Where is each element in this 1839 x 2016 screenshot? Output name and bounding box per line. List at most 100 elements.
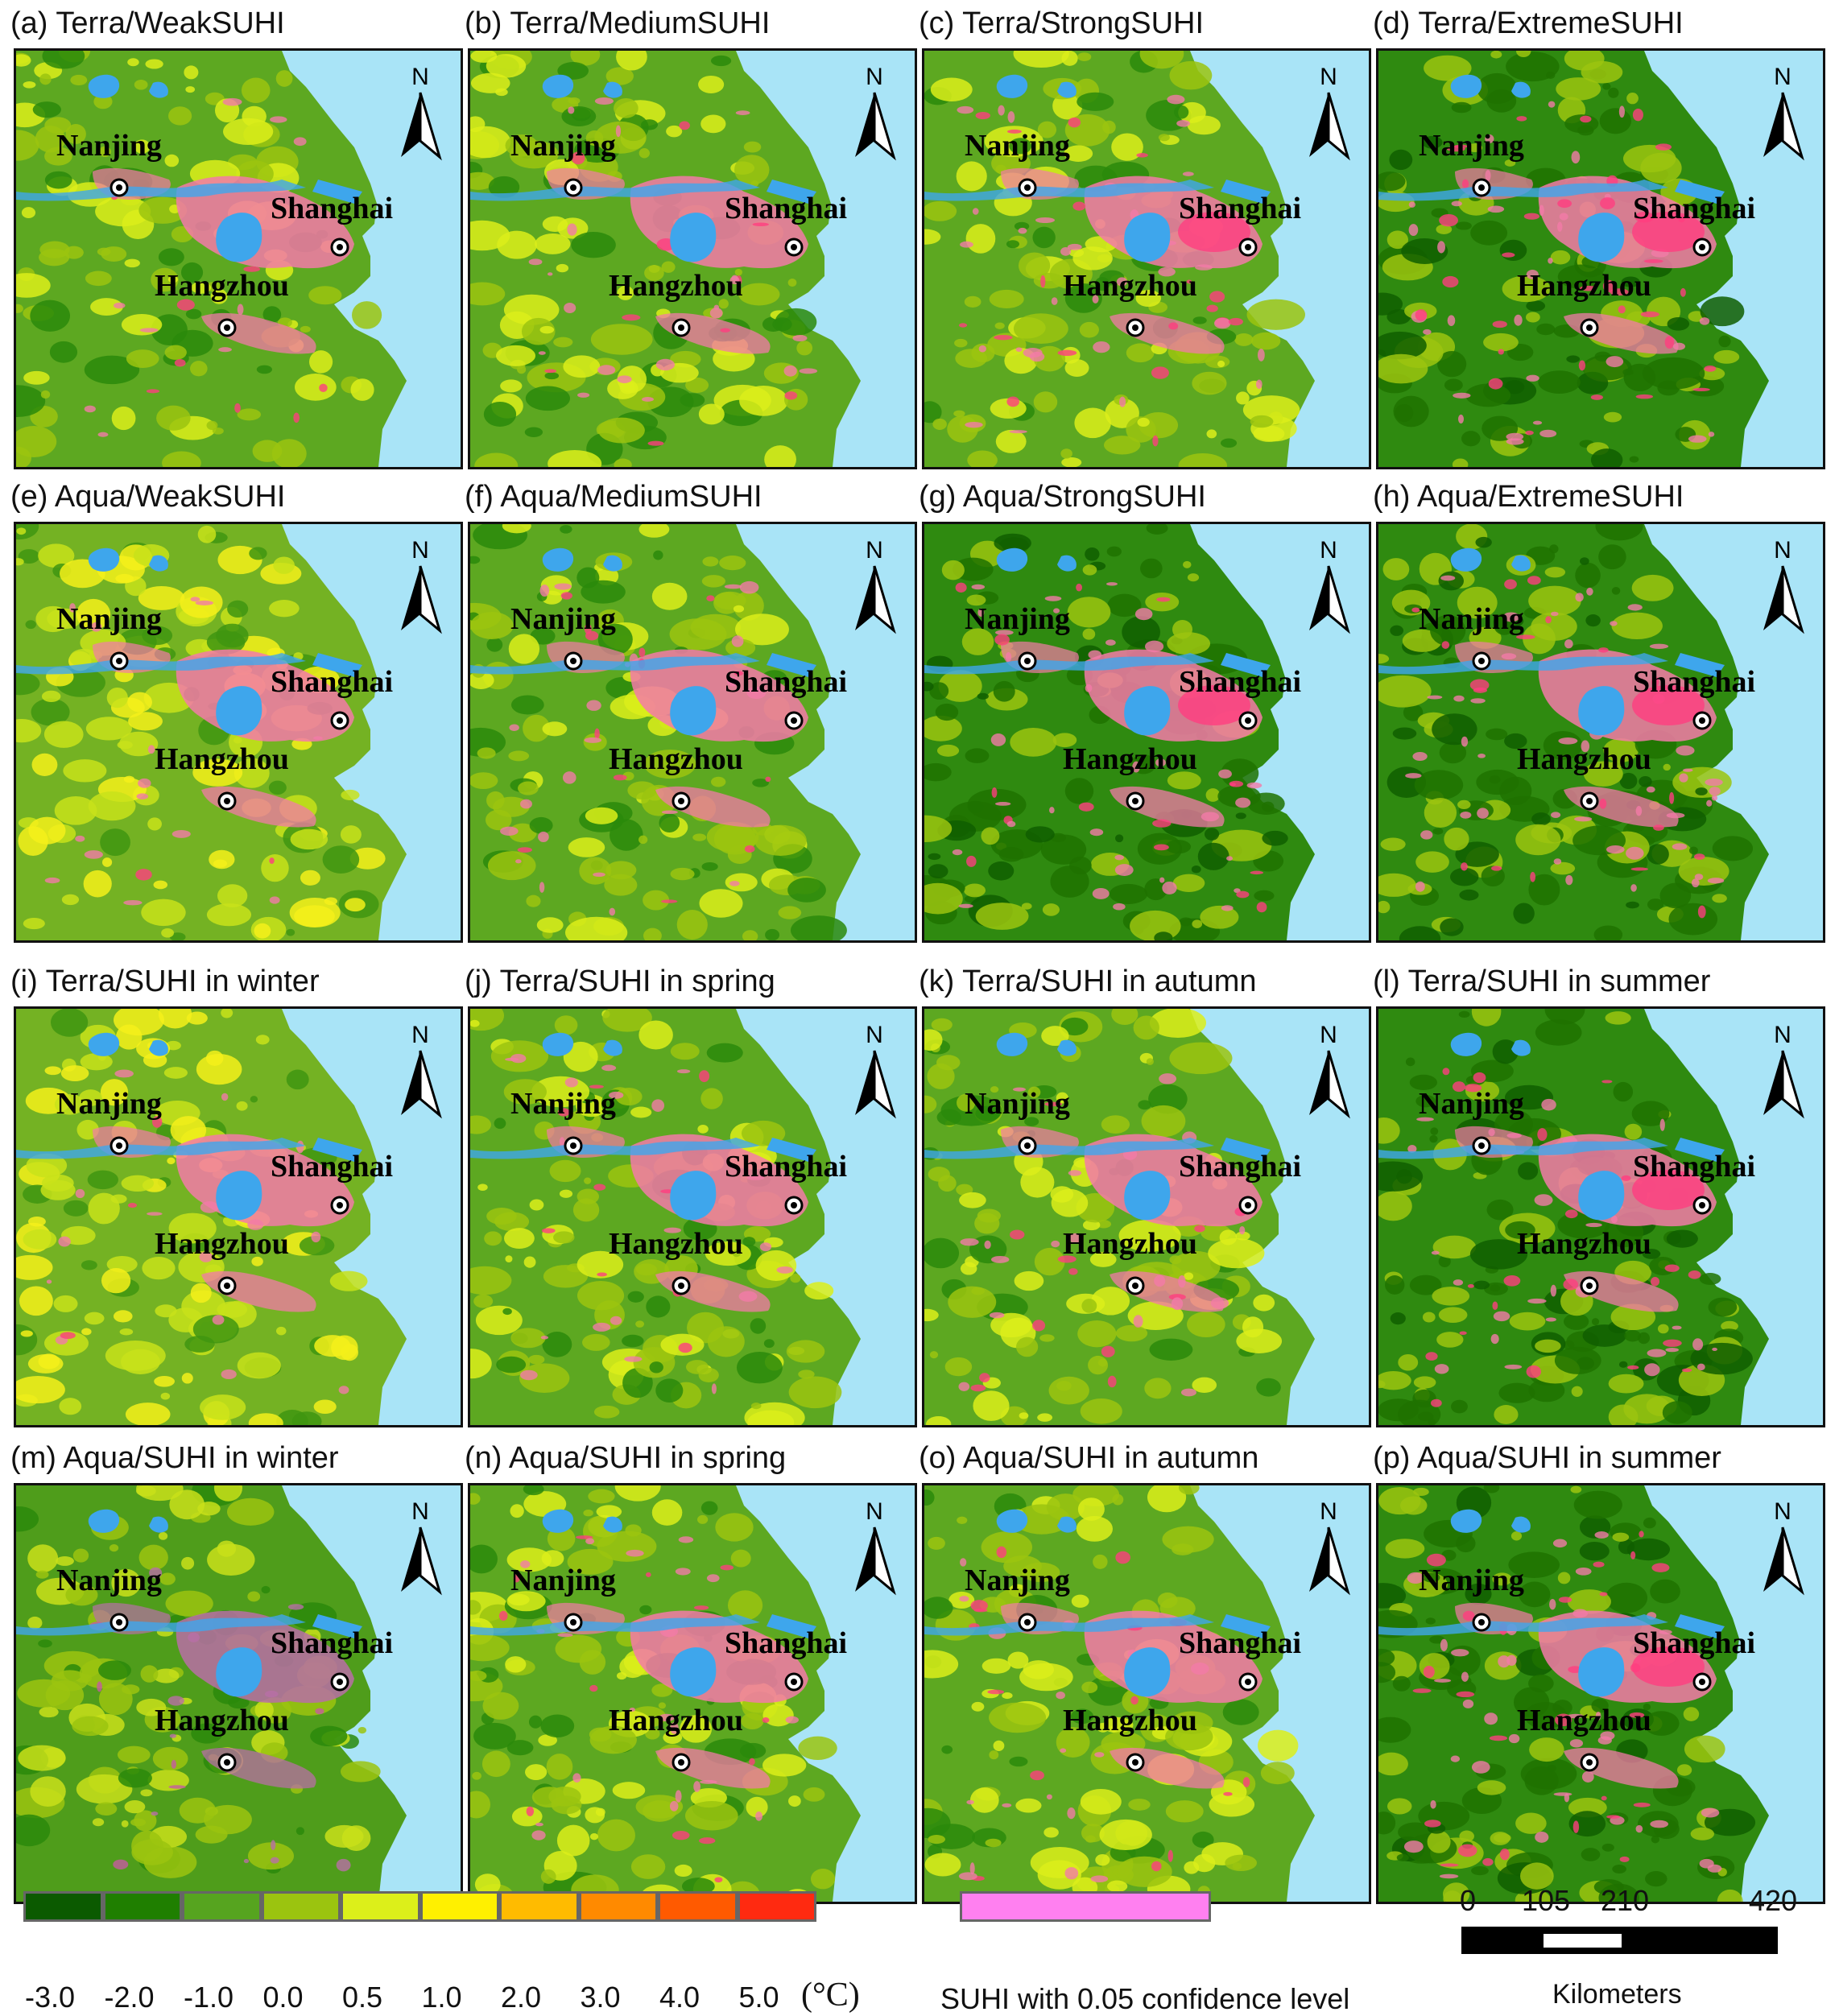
- city-label: Shanghai: [271, 1150, 393, 1184]
- city-label: Nanjing: [56, 129, 162, 163]
- city-label: Nanjing: [965, 602, 1070, 636]
- north-arrow: N: [855, 1498, 896, 1596]
- city-marker: [1126, 1753, 1145, 1772]
- city-marker: [1580, 1753, 1599, 1772]
- map-svg: N Nanjing Shanghai Hangzhou: [1378, 1485, 1823, 1902]
- land-cover-patches: [1378, 51, 1745, 467]
- city-label: Hangzhou: [609, 269, 743, 303]
- water-bodies: [1378, 1032, 1725, 1221]
- city-marker: [110, 651, 129, 671]
- city-label: Shanghai: [1633, 665, 1755, 699]
- confidence-label: SUHI with 0.05 confidence level: [940, 1982, 1350, 2015]
- city-label: Nanjing: [56, 1564, 162, 1597]
- city-label: Hangzhou: [155, 269, 289, 303]
- legend-color-swatch: [737, 1891, 816, 1922]
- city-label: Hangzhou: [1063, 742, 1197, 776]
- suhi-map-panel: N Nanjing Shanghai Hangzhou: [14, 1006, 463, 1427]
- north-arrow-label: N: [1774, 537, 1791, 564]
- map-svg: N Nanjing Shanghai Hangzhou: [470, 524, 915, 940]
- city-label: Hangzhou: [1063, 1704, 1197, 1737]
- map-svg: N Nanjing Shanghai Hangzhou: [924, 1485, 1369, 1902]
- map-svg: N Nanjing Shanghai Hangzhou: [1378, 524, 1823, 940]
- city-label: Hangzhou: [155, 742, 289, 776]
- city-marker: [1472, 651, 1491, 671]
- north-arrow-label: N: [1774, 1022, 1791, 1048]
- water-bodies: [470, 74, 816, 262]
- city-label: Nanjing: [56, 602, 162, 636]
- city-marker: [217, 1276, 237, 1295]
- north-arrow-label: N: [866, 64, 883, 90]
- suhi-map-panel: N Nanjing Shanghai Hangzhou: [14, 522, 463, 943]
- legend-tick-label: 3.0: [580, 1981, 621, 2014]
- city-marker: [1126, 318, 1145, 337]
- panel-title: (d) Terra/ExtremeSUHI: [1373, 6, 1684, 40]
- city-marker: [564, 178, 583, 197]
- suhi-map-panel: N Nanjing Shanghai Hangzhou: [1376, 1006, 1825, 1427]
- suhi-map-panel: N Nanjing Shanghai Hangzhou: [922, 1006, 1371, 1427]
- city-label: Nanjing: [510, 602, 616, 636]
- north-arrow: N: [1309, 1022, 1350, 1119]
- panel-title: (e) Aqua/WeakSUHI: [10, 480, 286, 514]
- north-arrow: N: [401, 1022, 442, 1119]
- panel-title: (c) Terra/StrongSUHI: [919, 6, 1205, 40]
- legend-color-swatch: [182, 1891, 262, 1922]
- city-label: Shanghai: [1633, 192, 1755, 225]
- map-svg: N Nanjing Shanghai Hangzhou: [1378, 1009, 1823, 1425]
- city-label: Hangzhou: [155, 1704, 289, 1737]
- city-label: Hangzhou: [1517, 742, 1651, 776]
- city-label: Shanghai: [271, 665, 393, 699]
- land-cover-patches: [924, 1485, 1299, 1902]
- city-marker: [1238, 711, 1258, 730]
- city-marker: [1580, 1276, 1599, 1295]
- north-arrow: N: [1309, 64, 1350, 161]
- city-label: Nanjing: [965, 1564, 1070, 1597]
- suhi-map-panel: N Nanjing Shanghai Hangzhou: [1376, 1483, 1825, 1904]
- city-label: Hangzhou: [1517, 1227, 1651, 1261]
- city-marker: [330, 1672, 349, 1692]
- city-marker: [1018, 1136, 1037, 1155]
- land-area: [1378, 524, 1769, 940]
- city-label: Shanghai: [725, 1150, 847, 1184]
- north-arrow: N: [855, 1022, 896, 1119]
- legend-unit: (°C): [801, 1977, 860, 2014]
- confidence-swatch: [960, 1891, 1211, 1922]
- panel-title: (m) Aqua/SUHI in winter: [10, 1441, 339, 1475]
- city-marker: [1472, 178, 1491, 197]
- panel-title: (i) Terra/SUHI in winter: [10, 965, 320, 998]
- suhi-map-panel: N Nanjing Shanghai Hangzhou: [14, 48, 463, 469]
- legend-tick-label: -2.0: [104, 1981, 155, 2014]
- map-svg: N Nanjing Shanghai Hangzhou: [16, 524, 461, 940]
- city-label: Nanjing: [510, 1564, 616, 1597]
- suhi-map-panel: N Nanjing Shanghai Hangzhou: [1376, 522, 1825, 943]
- panel-title: (g) Aqua/StrongSUHI: [919, 480, 1206, 514]
- map-svg: N Nanjing Shanghai Hangzhou: [924, 51, 1369, 467]
- map-svg: N Nanjing Shanghai Hangzhou: [1378, 51, 1823, 467]
- city-marker: [1580, 318, 1599, 337]
- water-bodies: [16, 1509, 362, 1697]
- north-arrow: N: [1763, 1498, 1804, 1596]
- city-marker: [1018, 178, 1037, 197]
- city-label: Nanjing: [510, 129, 616, 163]
- north-arrow: N: [1309, 1498, 1350, 1596]
- city-marker: [1018, 1613, 1037, 1632]
- city-marker: [564, 1136, 583, 1155]
- city-marker: [110, 1613, 129, 1632]
- suhi-map-panel: N Nanjing Shanghai Hangzhou: [922, 522, 1371, 943]
- water-bodies: [924, 74, 1271, 262]
- city-label: Shanghai: [1179, 1150, 1301, 1184]
- north-arrow: N: [401, 537, 442, 634]
- suhi-map-panel: N Nanjing Shanghai Hangzhou: [468, 1006, 917, 1427]
- legend-color-swatch: [261, 1891, 341, 1922]
- suhi-map-panel: N Nanjing Shanghai Hangzhou: [922, 1483, 1371, 1904]
- north-arrow: N: [1763, 1022, 1804, 1119]
- suhi-map-panel: N Nanjing Shanghai Hangzhou: [468, 522, 917, 943]
- city-marker: [330, 238, 349, 257]
- city-label: Hangzhou: [1063, 269, 1197, 303]
- map-svg: N Nanjing Shanghai Hangzhou: [924, 1009, 1369, 1425]
- map-svg: N Nanjing Shanghai Hangzhou: [16, 51, 461, 467]
- city-marker: [784, 238, 804, 257]
- city-marker: [1580, 791, 1599, 811]
- city-marker: [217, 791, 237, 811]
- city-label: Shanghai: [271, 192, 393, 225]
- scale-tick: 420: [1749, 1884, 1798, 1917]
